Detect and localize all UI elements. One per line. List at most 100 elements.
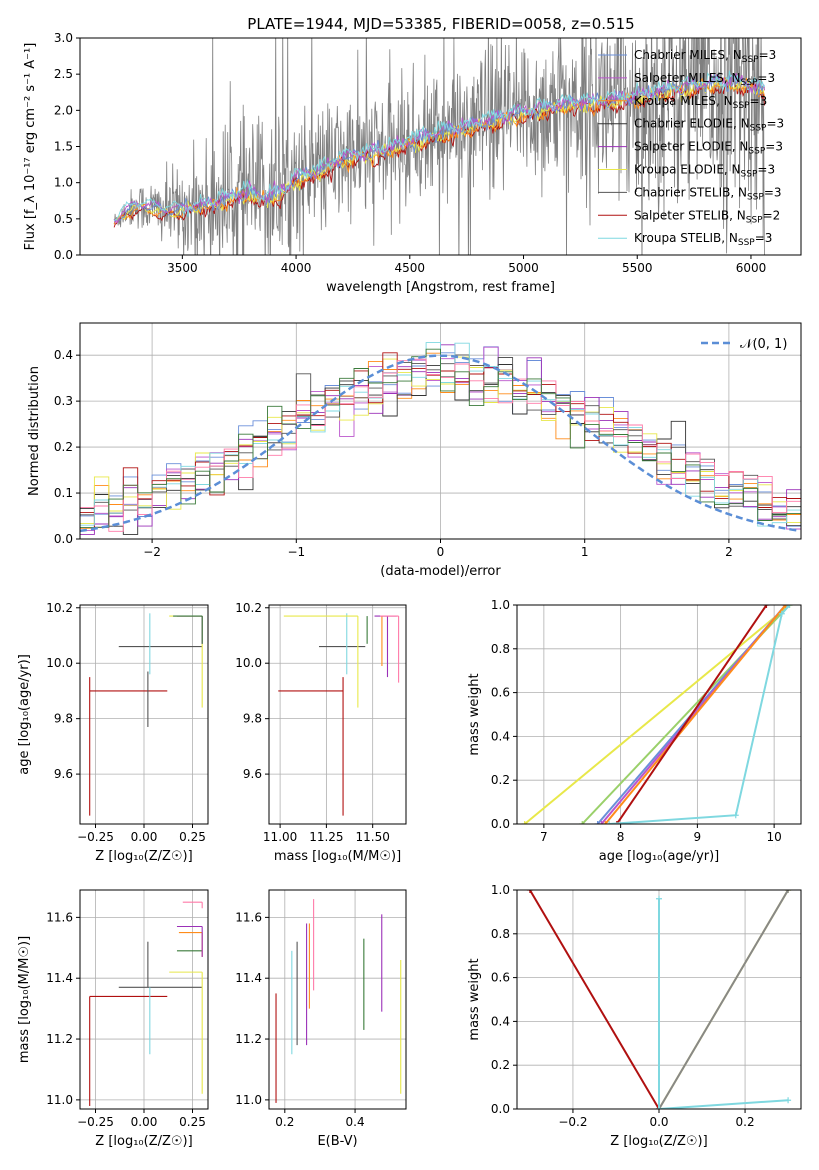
series-marker — [602, 821, 609, 824]
errorbar-point — [169, 971, 203, 1094]
x-tick-label: 0.2 — [275, 1115, 294, 1129]
legend-entry: Kroupa ELODIE, NSSP=3 — [598, 163, 775, 180]
errorbar-point — [283, 615, 359, 708]
model-spectrum-line — [113, 73, 765, 222]
y-axis-label: Normed distribution — [27, 366, 42, 496]
x-tick-label: 2 — [725, 545, 733, 559]
legend-label-suffix: =3 — [765, 140, 783, 154]
errorbar-point — [173, 615, 203, 644]
legend-entry: Salpeter MILES, NSSP=3 — [598, 71, 775, 88]
errorbar-point — [182, 901, 203, 909]
legend-label: Salpeter STELIB, NSSP=2 — [634, 208, 780, 225]
mass-weight-series — [658, 1099, 789, 1109]
x-tick-label: −1 — [287, 545, 305, 559]
legend-label-main: Chabrier MILES, N — [634, 48, 742, 62]
panel-age-vs-mass: 11.00 11.25 11.50 9.6 9.8 10.0 10.2 mass [log₁₀… — [235, 601, 407, 864]
legend-label-subscript: SSP — [733, 101, 750, 111]
series-marker — [778, 610, 785, 617]
legend-label-subscript: SSP — [741, 78, 758, 88]
x-tick-label: 0.00 — [131, 1115, 158, 1129]
x-tick-label: 7 — [540, 830, 548, 844]
x-tick-label: 5000 — [508, 261, 539, 275]
y-tick-label: 2.5 — [54, 67, 73, 81]
y-axis-label: Flux [f_λ 10⁻¹⁷ erg cm⁻² s⁻¹ A⁻¹] — [23, 43, 38, 251]
x-tick-label: −0.25 — [77, 1115, 114, 1129]
legend-label-suffix: =3 — [750, 94, 768, 108]
legend-label-subscript: SSP — [738, 238, 755, 248]
legend-label: Kroupa STELIB, NSSP=3 — [634, 231, 772, 248]
legend-label: Kroupa ELODIE, NSSP=3 — [634, 163, 775, 180]
legend-entry: 𝒩(0, 1) — [701, 337, 787, 352]
x-tick-label: −0.25 — [77, 830, 114, 844]
mass-weight-series — [609, 605, 791, 824]
legend-label-main: Kroupa ELODIE, N — [634, 163, 741, 177]
plot-area — [89, 613, 203, 816]
legend-entry: Chabrier STELIB, NSSP=3 — [598, 185, 782, 202]
y-tick-label: 2.0 — [54, 103, 73, 117]
normal-distribution-curve — [80, 354, 799, 533]
legend-label-main: Kroupa MILES, N — [634, 94, 733, 108]
model-spectrum-line — [113, 70, 765, 222]
x-axis-label: E(B-V) — [317, 1134, 357, 1149]
plot-area — [275, 899, 402, 1103]
y-tick-label: 9.8 — [243, 712, 262, 726]
x-tick-label: 4500 — [395, 261, 426, 275]
x-tick-label: 4000 — [281, 261, 312, 275]
legend-label-main: Kroupa STELIB, N — [634, 231, 738, 245]
series-marker — [594, 821, 601, 824]
legend-label-subscript: SSP — [746, 215, 763, 225]
legend-label: Chabrier STELIB, NSSP=3 — [634, 185, 782, 202]
legend-entry: Salpeter ELODIE, NSSP=3 — [598, 140, 783, 157]
x-tick-label: −0.2 — [558, 1115, 587, 1129]
y-tick-label: 0.0 — [54, 248, 73, 262]
y-tick-label: 0.0 — [491, 817, 510, 831]
errorbar-point — [176, 615, 203, 644]
y-tick-label: 1.0 — [54, 176, 73, 190]
x-tick-label: 0.25 — [179, 1115, 206, 1129]
plot-area — [526, 890, 792, 1109]
legend-label-suffix: =3 — [759, 48, 777, 62]
y-tick-label: 11.0 — [235, 1093, 262, 1107]
panel-spectrum: 3500 4000 4500 5000 5500 6000 0.0 0.5 1.0 1.5 2.0 2… — [23, 31, 802, 295]
x-tick-label: 11.25 — [309, 830, 343, 844]
x-tick-label: 11.00 — [263, 830, 297, 844]
y-tick-label: 0.0 — [491, 1102, 510, 1116]
legend-label-subscript: SSP — [741, 170, 758, 180]
legend-label-suffix: =2 — [763, 208, 781, 222]
legend-label: Chabrier ELODIE, NSSP=3 — [634, 117, 784, 134]
plot-area — [80, 342, 801, 535]
y-tick-label: 10.0 — [46, 656, 73, 670]
mass-weight-series — [524, 605, 791, 824]
x-tick-label: 0 — [437, 545, 445, 559]
x-tick-label: 1 — [581, 545, 589, 559]
legend-label-subscript: SSP — [742, 55, 759, 65]
y-tick-label: 0.2 — [491, 1058, 510, 1072]
x-tick-label: 11.50 — [355, 830, 389, 844]
mass-weight-series — [529, 890, 660, 1109]
plot-area — [278, 613, 400, 816]
axes-frame — [516, 604, 802, 825]
legend-entry: Salpeter STELIB, NSSP=2 — [598, 208, 780, 225]
y-tick-label: 0.8 — [491, 642, 510, 656]
series-marker — [613, 821, 620, 824]
figure-title: PLATE=1944, MJD=53385, FIBERID=0058, z=0… — [247, 15, 634, 33]
y-tick-label: 3.0 — [54, 31, 73, 45]
x-tick-label: 5500 — [622, 261, 653, 275]
legend-label-subscript: SSP — [750, 124, 767, 134]
x-axis-label: age [log₁₀(age/yr)] — [599, 849, 720, 864]
y-tick-label: 10.0 — [235, 656, 262, 670]
legend-label-suffix: =3 — [757, 163, 775, 177]
errorbar-point — [89, 677, 168, 816]
legend-label: Chabrier MILES, NSSP=3 — [634, 48, 776, 65]
panel-mass-vs-EBV: 0.2 0.4 11.0 11.2 11.4 11.6 E(B-V) — [235, 889, 407, 1149]
panel-mass-weight-vs-Z: −0.2 0.0 0.2 0.0 0.2 0.4 0.6 0.8 1.0 Z [log₁₀(Z/Z… — [467, 883, 802, 1149]
series-marker — [606, 821, 613, 824]
y-tick-label: 0.3 — [54, 394, 73, 408]
legend-label-main: Chabrier STELIB, N — [634, 185, 747, 199]
panel-mass-vs-Z: −0.25 0.00 0.25 11.0 11.2 11.4 11.6 Z [log₁₀(Z/… — [17, 889, 209, 1149]
legend-label: 𝒩(0, 1) — [740, 337, 787, 352]
model-spectrum-line — [113, 72, 766, 224]
y-tick-label: 11.4 — [46, 971, 73, 985]
y-axis-label: mass weight — [467, 673, 482, 755]
